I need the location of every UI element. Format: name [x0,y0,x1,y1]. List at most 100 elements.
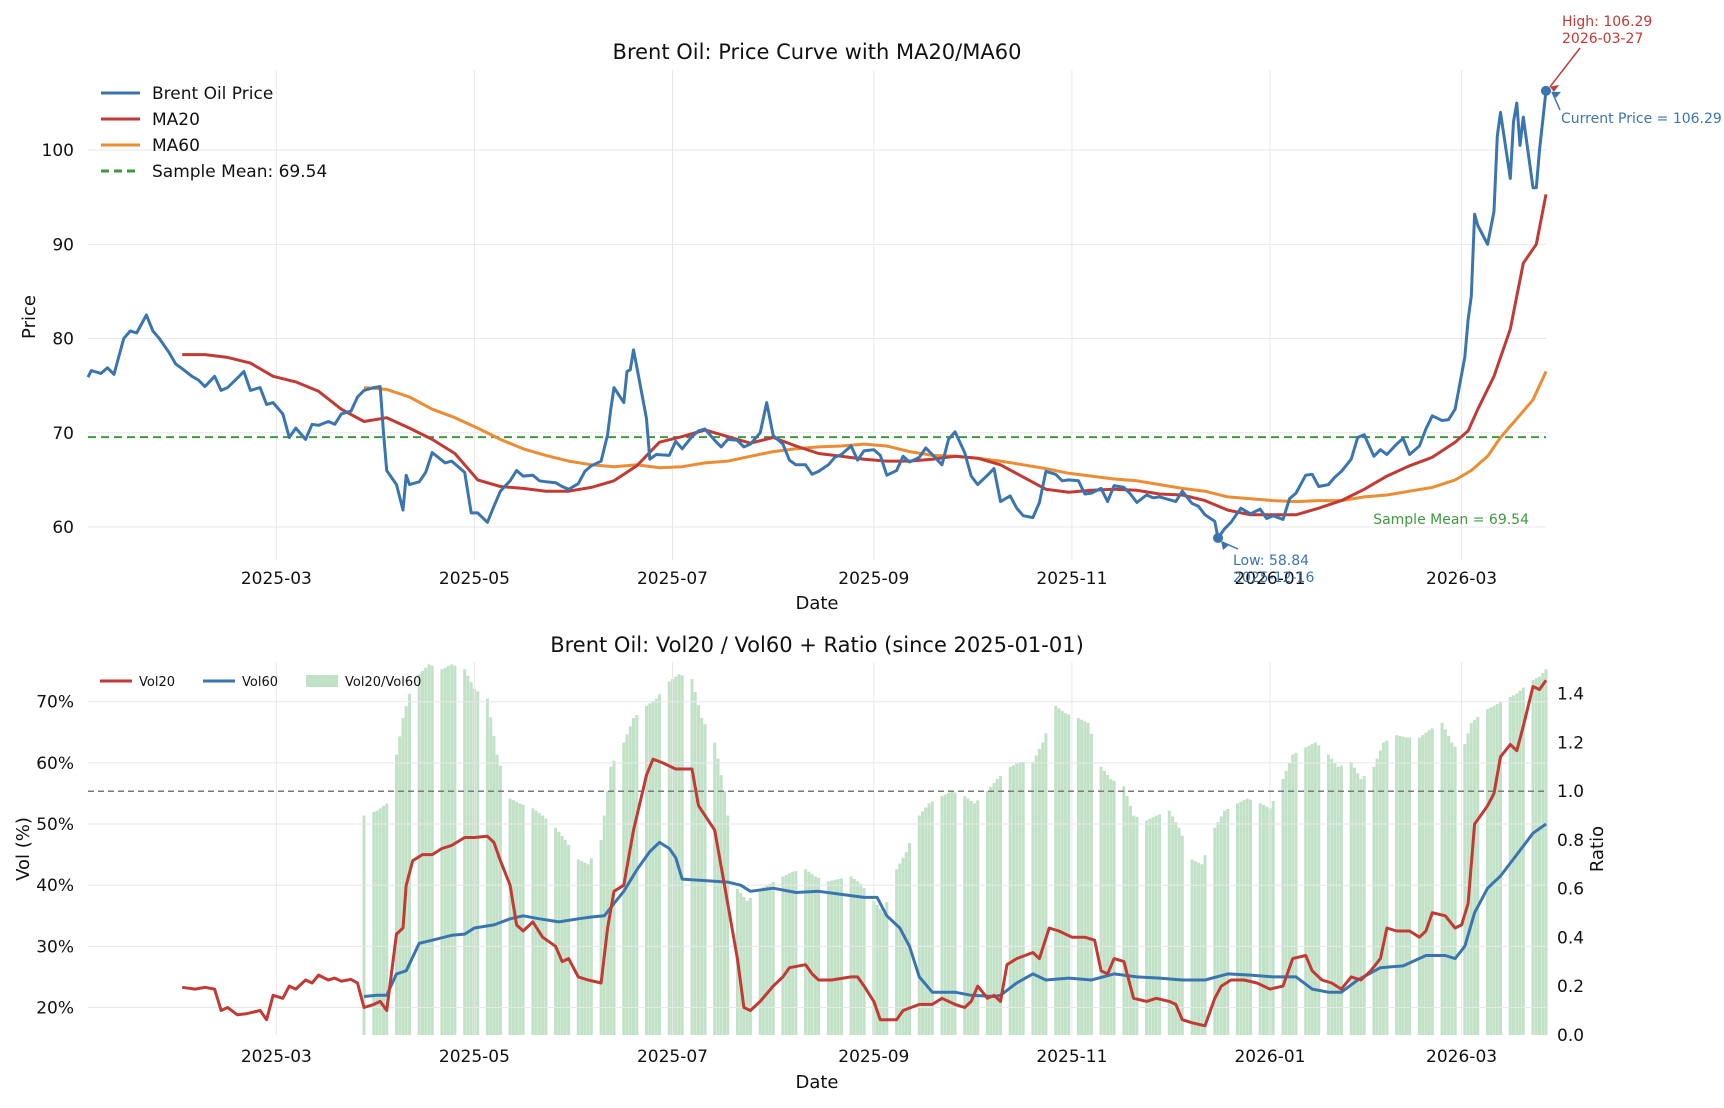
high-annotation-arrow [1549,47,1581,88]
ratio-bar [1382,742,1386,1035]
ratio-bar [1333,762,1337,1035]
ratio-bar [859,883,863,1035]
ratio-bar [810,874,814,1035]
ratio-bar [1008,766,1012,1035]
vol-y-tick-label: 70% [36,693,74,713]
ratio-bar [882,913,886,1035]
ratio-bar [917,815,921,1035]
ratio-bar [1531,679,1535,1035]
legend-price-label: Brent Oil Price [152,84,273,104]
ratio-bar [518,803,522,1035]
ratio-bar [943,794,947,1035]
price-x-tick-label: 2026-03 [1426,569,1497,589]
ratio-bar [1102,770,1106,1035]
ratio-bar [1463,744,1467,1035]
ratio-bar [927,803,931,1035]
ratio-bar [1063,713,1067,1035]
ratio-bar [1330,758,1334,1035]
ratio-bar [424,667,428,1035]
ratio-bar [362,815,366,1035]
ratio-bar [1372,766,1376,1035]
ratio-bar [1473,719,1477,1035]
ratio-bar [1060,710,1064,1035]
ratio-bar [1541,673,1545,1035]
ratio-bar [1099,766,1103,1035]
ratio-bar [1148,818,1152,1035]
ratio-bar [1171,816,1175,1035]
ratio-bar [1041,742,1045,1035]
ratio-bar [680,675,684,1035]
ratio-bar [1216,822,1220,1035]
ratio-bar [1378,750,1382,1035]
ratio-bar [430,665,434,1035]
ratio-tick-label: 0.2 [1557,977,1584,997]
ratio-bar [1336,766,1340,1035]
legend-ma60-label: MA60 [152,136,200,156]
ratio-bar [787,873,791,1035]
ratio-bar [794,871,798,1035]
ratio-bar [862,888,866,1035]
ratio-bar [1086,722,1090,1035]
ratio-bar [1174,822,1178,1035]
price-y-tick-label: 70 [52,424,74,444]
ratio-bar [599,840,603,1035]
ratio-bar [654,698,658,1035]
ratio-bar [986,791,989,1035]
ratio-bar [372,811,376,1035]
low-annotation-arrowhead [1221,540,1230,550]
ratio-bar [1044,733,1048,1035]
vol-x-tick-label: 2025-05 [439,1047,510,1067]
ratio-bar [1219,816,1223,1035]
ratio-bar [1544,669,1548,1035]
ratio-bar [398,736,402,1035]
ratio-bar [375,810,379,1035]
ratio-bar [1012,765,1015,1035]
ratio-bar [973,803,976,1035]
ratio-bar [849,876,853,1035]
ratio-bar [521,804,525,1035]
high-annotation-arrowhead [1550,84,1559,92]
ratio-bar [836,879,840,1035]
ratio-bar [921,811,924,1035]
price-chart-title: Brent Oil: Price Curve with MA20/MA60 [613,40,1022,64]
ratio-bar [1021,762,1025,1035]
ratio-bar [1512,695,1515,1035]
ratio-bar [1466,733,1470,1035]
ratio-bar [1427,730,1431,1035]
vol-y-tick-label: 40% [36,876,74,896]
ratio-bar [508,798,512,1035]
legend-sample-mean-label: Sample Mean: 69.54 [152,162,327,182]
ratio-bar [1362,776,1366,1035]
ratio-bar [1109,779,1113,1035]
ratio-bar [1122,786,1126,1035]
price-y-axis-label: Price [19,295,40,339]
ratio-bar [1213,827,1217,1035]
ratio-bar [1499,702,1502,1035]
ratio-bar [839,878,843,1035]
ratio-bar [1534,678,1538,1035]
ratio-bar [602,815,606,1035]
ratio-bar [726,815,730,1035]
ratio-bar [1356,773,1360,1035]
ratio-bar [446,666,450,1035]
ratio-bar [947,792,950,1035]
ratio-bar [807,871,811,1035]
ratio-bar [485,698,489,1035]
low-point-marker [1213,532,1224,543]
price-x-tick-label: 2025-05 [439,569,510,589]
ratio-bar [544,818,548,1035]
current-price-label: Current Price = 106.29 [1561,111,1722,127]
ratio-bar [1492,705,1496,1035]
ratio-bar [1190,859,1194,1035]
price-x-tick-label: 2025-07 [637,569,708,589]
ratio-bar [1508,696,1512,1035]
ratio-bar [904,852,908,1035]
ratio-bar [583,862,587,1035]
ratio-bar [1538,676,1541,1035]
ratio-bar [1128,805,1132,1035]
vol20-line [181,679,1548,1028]
ratio-bar [742,896,746,1035]
current-annotation-arrowhead [1552,91,1561,98]
